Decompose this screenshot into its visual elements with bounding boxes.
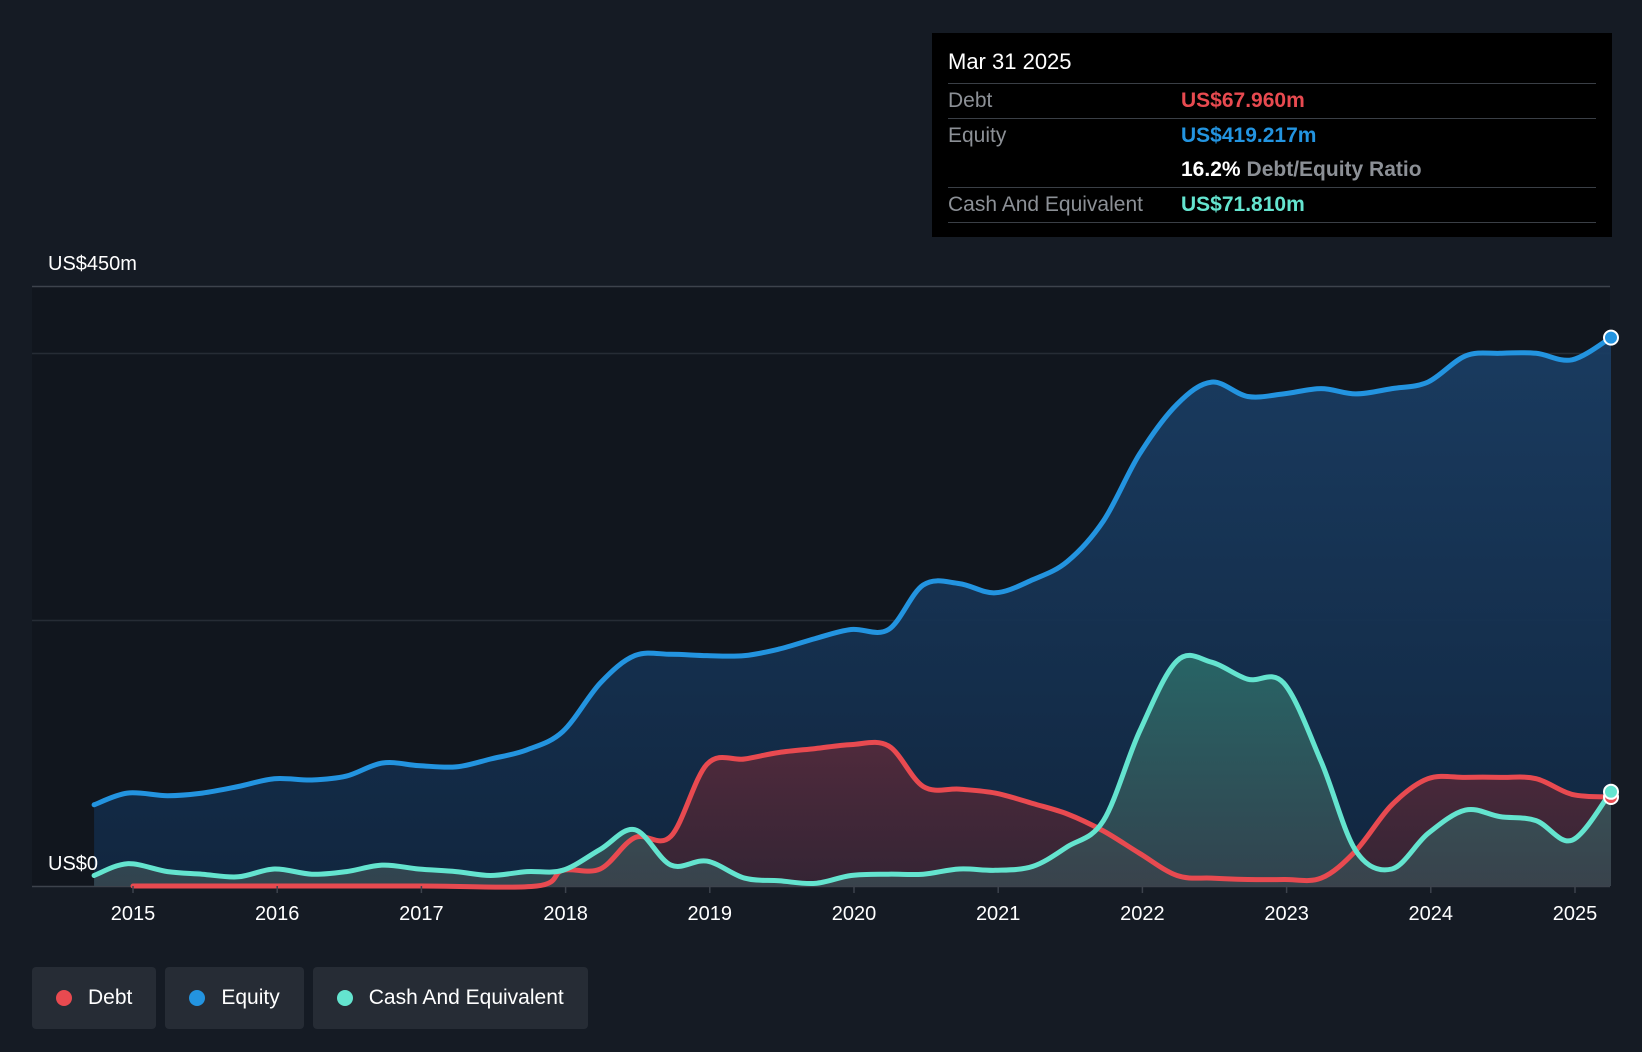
tooltip-equity-row: Equity US$419.217m: [948, 118, 1596, 153]
legend-dot-debt-icon: [56, 990, 72, 1006]
legend-dot-equity-icon: [189, 990, 206, 1006]
legend-label-debt: Debt: [88, 986, 133, 1009]
tooltip-debt-value: US$67.960m: [1181, 89, 1305, 112]
legend: Debt Equity Cash And Equivalent: [32, 967, 588, 1029]
legend-item-debt[interactable]: Debt: [32, 967, 157, 1029]
tooltip-debt-label: Debt: [948, 89, 993, 112]
equity-line: [91, 335, 1614, 808]
x-tick-label: 2021: [976, 903, 1021, 925]
x-tick-label: 2023: [1264, 903, 1309, 925]
x-tick-label: 2015: [111, 903, 156, 925]
cash-end-marker: [1603, 783, 1619, 800]
x-tick-label: 2022: [1120, 903, 1165, 925]
legend-item-cash[interactable]: Cash And Equivalent: [312, 967, 588, 1029]
x-tick-label: 2020: [832, 903, 877, 925]
x-tick-label: 2025: [1553, 903, 1598, 925]
tooltip-debt-row: Debt US$67.960m: [948, 83, 1596, 118]
legend-dot-cash-icon: [336, 990, 353, 1006]
y-bottom-label: US$0: [48, 853, 98, 875]
x-tick-label: 2019: [688, 903, 733, 925]
tooltip-cash-row: Cash And Equivalent US$71.810m: [948, 187, 1596, 222]
equity-end-marker: [1603, 329, 1619, 346]
tooltip-cash-value: US$71.810m: [1181, 193, 1305, 216]
x-tick-label: 2018: [543, 903, 588, 925]
y-top-label: US$450m: [48, 253, 137, 275]
debt-line: [130, 739, 1614, 890]
x-tick-label: 2024: [1409, 903, 1454, 925]
legend-label-equity: Equity: [221, 986, 280, 1009]
tooltip-equity-label: Equity: [948, 124, 1007, 147]
tooltip-ratio-row: 16.2% Debt/Equity Ratio: [948, 153, 1596, 187]
x-tick-label: 2017: [399, 903, 444, 925]
tooltip: Mar 31 2025 Debt US$67.960m Equity US$41…: [932, 33, 1612, 237]
debt-area: [133, 742, 1611, 888]
tooltip-ratio-label: Debt/Equity Ratio: [1246, 158, 1422, 181]
x-tick-label: 2016: [255, 903, 300, 925]
tooltip-equity-value: US$419.217m: [1181, 124, 1317, 147]
tooltip-date: Mar 31 2025: [948, 49, 1072, 74]
cash-line: [91, 652, 1614, 887]
legend-item-equity[interactable]: Equity: [165, 967, 304, 1029]
tooltip-ratio-value: 16.2%: [1181, 158, 1241, 181]
x-axis-ticks: 2015 2016 2017 2018 2019 2020 2021 2022 2023 2024…: [111, 886, 1598, 925]
tooltip-cash-label: Cash And Equivalent: [948, 193, 1143, 216]
tooltip-bottom-divider: [948, 222, 1596, 223]
cash-area: [94, 655, 1612, 886]
legend-label-cash: Cash And Equivalent: [368, 986, 564, 1009]
